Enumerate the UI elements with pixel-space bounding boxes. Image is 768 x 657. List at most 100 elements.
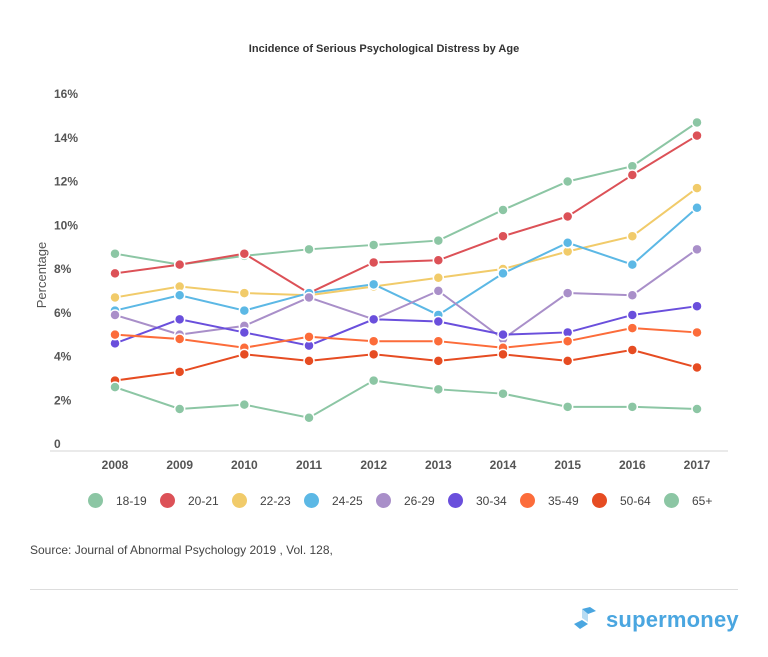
data-point[interactable] <box>432 234 445 247</box>
data-point[interactable] <box>432 355 445 367</box>
legend-item[interactable]: 30-34 <box>448 493 520 508</box>
data-point[interactable] <box>367 335 380 347</box>
data-point[interactable] <box>109 267 121 280</box>
y-tick-label: 16% <box>54 87 78 101</box>
series-65+ <box>109 374 703 424</box>
data-point[interactable] <box>109 247 121 260</box>
data-point[interactable] <box>626 344 639 356</box>
data-point[interactable] <box>173 403 186 415</box>
data-point[interactable] <box>691 326 703 339</box>
data-point[interactable] <box>367 256 380 269</box>
data-point[interactable] <box>238 398 251 411</box>
data-point[interactable] <box>303 412 315 424</box>
data-point[interactable] <box>497 204 509 216</box>
data-point[interactable] <box>303 291 315 304</box>
series-26-29 <box>109 243 703 345</box>
data-point[interactable] <box>367 374 380 387</box>
legend-item[interactable]: 35-49 <box>520 493 592 508</box>
data-point[interactable] <box>173 333 186 345</box>
y-axis-label: Percentage <box>34 242 49 309</box>
divider <box>30 589 738 590</box>
data-point[interactable] <box>691 116 703 129</box>
data-point[interactable] <box>109 328 121 341</box>
data-point[interactable] <box>367 278 380 291</box>
x-tick-label: 2008 <box>102 458 129 472</box>
data-point[interactable] <box>238 287 251 299</box>
data-point[interactable] <box>173 289 186 301</box>
data-point[interactable] <box>626 230 639 242</box>
data-point[interactable] <box>432 383 445 396</box>
x-tick-label: 2010 <box>231 458 258 472</box>
data-point[interactable] <box>432 272 445 284</box>
data-point[interactable] <box>497 267 509 280</box>
data-point[interactable] <box>691 182 703 194</box>
x-tick-label: 2009 <box>166 458 193 472</box>
data-point[interactable] <box>561 175 574 188</box>
legend-marker-icon <box>232 493 247 508</box>
legend-label: 24-25 <box>332 493 363 508</box>
data-point[interactable] <box>561 237 574 249</box>
data-point[interactable] <box>303 331 315 343</box>
legend-item[interactable]: 24-25 <box>304 493 376 508</box>
data-point[interactable] <box>238 304 251 317</box>
data-point[interactable] <box>238 326 251 339</box>
legend-item[interactable]: 22-23 <box>232 493 304 508</box>
data-point[interactable] <box>497 348 509 361</box>
series-line <box>114 327 698 349</box>
legend-item[interactable]: 18-19 <box>88 493 160 508</box>
data-point[interactable] <box>561 335 574 347</box>
data-point[interactable] <box>626 169 639 181</box>
legend-label: 35-49 <box>548 493 579 508</box>
legend-label: 50-64 <box>620 493 651 508</box>
data-point[interactable] <box>497 230 509 242</box>
data-point[interactable] <box>561 287 574 299</box>
data-point[interactable] <box>626 289 639 301</box>
data-point[interactable] <box>238 348 251 361</box>
series-20-21 <box>109 129 703 299</box>
data-point[interactable] <box>303 355 315 367</box>
legend-item[interactable]: 50-64 <box>592 493 664 508</box>
data-point[interactable] <box>691 243 703 256</box>
data-point[interactable] <box>432 285 445 297</box>
legend-marker-icon <box>664 493 679 508</box>
data-point[interactable] <box>497 387 509 400</box>
legend-marker-icon <box>304 493 319 508</box>
data-point[interactable] <box>691 129 703 142</box>
legend-item[interactable]: 65+ <box>664 493 736 508</box>
supermoney-cube-icon <box>574 607 596 629</box>
chart-title: Incidence of Serious Psychological Distr… <box>249 43 519 55</box>
data-point[interactable] <box>691 202 703 214</box>
data-point[interactable] <box>432 335 445 347</box>
data-point[interactable] <box>626 401 639 413</box>
data-point[interactable] <box>367 348 380 361</box>
data-point[interactable] <box>367 313 380 326</box>
data-point[interactable] <box>497 328 509 341</box>
data-point[interactable] <box>561 401 574 413</box>
data-point[interactable] <box>691 300 703 312</box>
data-point[interactable] <box>173 366 186 378</box>
data-point[interactable] <box>432 254 445 266</box>
data-point[interactable] <box>173 258 186 271</box>
data-point[interactable] <box>626 309 639 321</box>
data-point[interactable] <box>626 258 639 271</box>
data-point[interactable] <box>691 361 703 374</box>
legend-item[interactable]: 26-29 <box>376 493 448 508</box>
data-point[interactable] <box>561 355 574 367</box>
data-point[interactable] <box>173 313 186 326</box>
data-point[interactable] <box>109 291 121 304</box>
data-point[interactable] <box>109 309 121 321</box>
series-50-64 <box>109 344 703 387</box>
legend-item[interactable]: 20-21 <box>160 493 232 508</box>
data-point[interactable] <box>367 239 380 251</box>
data-point[interactable] <box>626 322 639 334</box>
data-point[interactable] <box>238 247 251 260</box>
data-point[interactable] <box>303 243 315 256</box>
data-point[interactable] <box>432 315 445 328</box>
data-point[interactable] <box>109 381 121 393</box>
data-point[interactable] <box>561 210 574 223</box>
data-point[interactable] <box>691 403 703 415</box>
x-tick-label: 2012 <box>360 458 387 472</box>
logo-text: supermoney <box>606 607 739 632</box>
legend-marker-icon <box>448 493 463 508</box>
y-tick-label: 10% <box>54 218 78 232</box>
